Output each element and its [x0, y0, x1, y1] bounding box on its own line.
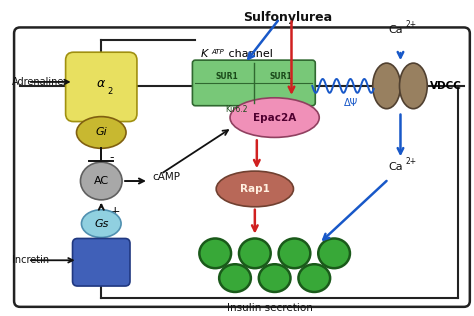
Text: ATP: ATP [211, 49, 224, 55]
Ellipse shape [216, 171, 293, 207]
Text: 2+: 2+ [405, 20, 417, 29]
Text: VDCC: VDCC [430, 81, 462, 91]
Text: Ca: Ca [389, 162, 403, 172]
Text: Rap1: Rap1 [240, 184, 270, 194]
FancyBboxPatch shape [65, 52, 137, 122]
Text: ΔΨ: ΔΨ [344, 98, 358, 108]
Text: Gi: Gi [95, 127, 107, 137]
Text: Adrenaline: Adrenaline [12, 77, 64, 87]
Text: K: K [201, 49, 208, 59]
Text: Epac2A: Epac2A [253, 112, 296, 123]
Text: channel: channel [225, 49, 273, 59]
FancyBboxPatch shape [192, 60, 315, 106]
Ellipse shape [76, 117, 126, 148]
Text: AC: AC [94, 176, 109, 186]
Ellipse shape [82, 210, 121, 238]
Text: Kir6.2: Kir6.2 [225, 105, 247, 114]
Ellipse shape [219, 264, 251, 292]
FancyBboxPatch shape [73, 239, 130, 286]
Text: Sulfonylurea: Sulfonylurea [243, 11, 332, 24]
Ellipse shape [373, 63, 401, 109]
Text: 2: 2 [107, 87, 112, 96]
Ellipse shape [318, 239, 350, 268]
Ellipse shape [230, 98, 319, 137]
Text: cAMP: cAMP [153, 172, 181, 182]
Text: SUR1: SUR1 [216, 72, 238, 82]
Text: Incretin: Incretin [12, 255, 49, 265]
Ellipse shape [239, 239, 271, 268]
Ellipse shape [279, 239, 310, 268]
Text: +: + [109, 205, 120, 218]
Text: Insulin secretion: Insulin secretion [227, 303, 313, 313]
Text: SUR1: SUR1 [269, 72, 292, 82]
Text: Gs: Gs [94, 219, 109, 228]
Ellipse shape [81, 162, 122, 200]
Text: 2+: 2+ [405, 157, 417, 166]
Ellipse shape [259, 264, 291, 292]
Ellipse shape [400, 63, 427, 109]
Ellipse shape [299, 264, 330, 292]
Text: α: α [97, 77, 105, 90]
Text: Ca: Ca [389, 25, 403, 35]
Text: -: - [109, 151, 114, 164]
Ellipse shape [200, 239, 231, 268]
